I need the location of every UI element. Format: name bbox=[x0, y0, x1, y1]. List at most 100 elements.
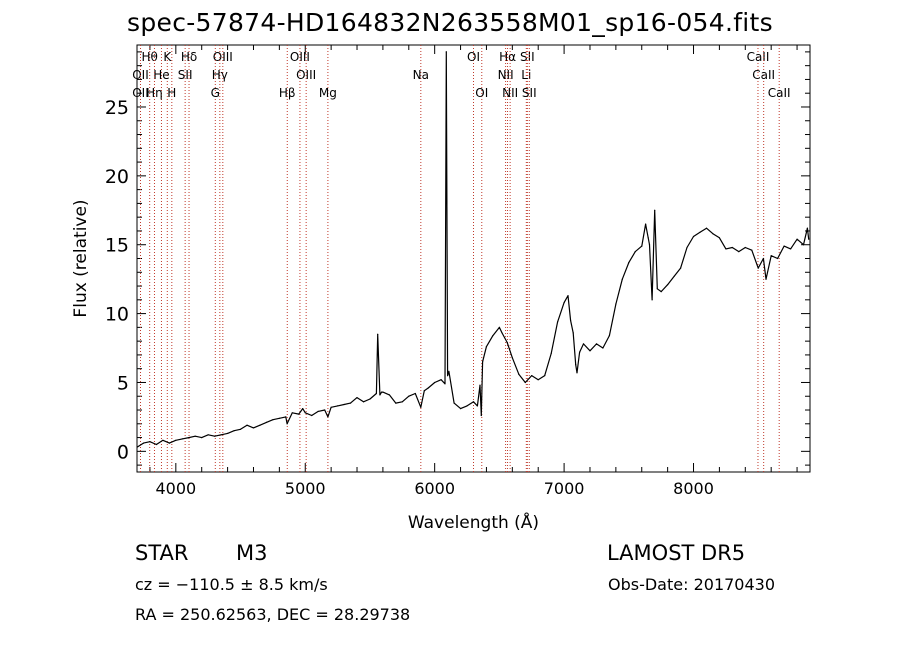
spectrum-point bbox=[298, 413, 300, 415]
spectrum-point bbox=[362, 401, 365, 403]
spectrum-point bbox=[291, 412, 293, 414]
x-tick-label: 5000 bbox=[285, 479, 326, 498]
spectrum-point bbox=[480, 414, 482, 417]
spectrum-point bbox=[673, 275, 675, 277]
spectrum-point bbox=[252, 427, 255, 429]
spectrum-point bbox=[448, 370, 450, 372]
spectrum-point bbox=[233, 430, 235, 432]
spectrum-point bbox=[654, 209, 656, 211]
spectral-line-label: Hβ bbox=[279, 86, 296, 100]
spectrum-point bbox=[330, 406, 332, 408]
spectrum-point bbox=[485, 346, 487, 348]
spectrum-point bbox=[155, 443, 157, 446]
spectral-line-label: CaII bbox=[752, 68, 775, 82]
spectrum-point bbox=[582, 343, 585, 345]
spectrum-point bbox=[304, 412, 306, 414]
spectrum-point bbox=[680, 267, 682, 269]
spectrum-point bbox=[498, 326, 500, 328]
spectral-line-label: Hδ bbox=[181, 50, 197, 64]
spectrum-point bbox=[272, 419, 274, 421]
spectrum-point bbox=[265, 421, 267, 423]
spectrum-point bbox=[201, 437, 203, 439]
spectrum-point bbox=[324, 409, 326, 411]
spectrum-point bbox=[757, 267, 759, 269]
observation-date: Obs-Date: 20170430 bbox=[608, 575, 776, 594]
spectrum-point bbox=[656, 288, 658, 290]
spectral-line-label: OIII bbox=[213, 50, 233, 64]
spectrum-point bbox=[501, 332, 503, 334]
spectrum-point bbox=[382, 391, 384, 393]
spectrum-point bbox=[744, 246, 746, 249]
spectral-line-label: Li bbox=[521, 68, 531, 82]
spectrum-point bbox=[337, 405, 339, 407]
y-tick-label: 0 bbox=[117, 441, 129, 463]
survey-label: LAMOST DR5 bbox=[607, 541, 746, 565]
spectrum-point bbox=[575, 364, 577, 366]
spectrum-point bbox=[401, 401, 403, 403]
spectrum-point bbox=[615, 303, 617, 305]
spectrum-point bbox=[379, 394, 381, 396]
spectrum-point bbox=[302, 408, 304, 410]
spectrum-point bbox=[286, 423, 288, 425]
spectrum-point bbox=[427, 387, 429, 389]
spectrum-point bbox=[472, 401, 475, 403]
spectrum-point bbox=[466, 405, 468, 407]
spectrum-point bbox=[641, 245, 643, 247]
spectrum-point bbox=[667, 284, 669, 286]
spectral-line-label: CaII bbox=[768, 86, 791, 100]
spectrum-point bbox=[207, 434, 209, 436]
spectrum-point bbox=[731, 246, 733, 249]
spectrum-point bbox=[434, 381, 436, 384]
y-tick-label: 25 bbox=[105, 97, 129, 119]
spectrum-point bbox=[149, 441, 151, 443]
spectrum-point bbox=[699, 231, 701, 233]
spectrum-point bbox=[453, 402, 455, 404]
spectrum-point bbox=[349, 402, 352, 404]
spectrum-line bbox=[137, 51, 810, 448]
spectral-line-label: SII bbox=[520, 50, 535, 64]
spectrum-point bbox=[492, 335, 494, 337]
spectral-line-label: SII bbox=[178, 68, 193, 82]
spectrum-point bbox=[651, 299, 653, 301]
spectrum-point bbox=[524, 381, 526, 384]
spectrum-point bbox=[311, 414, 313, 417]
spectrum-point bbox=[227, 432, 229, 434]
spectral-line-label: OII bbox=[132, 86, 149, 100]
spectrum-point bbox=[518, 373, 520, 375]
object-class: STAR bbox=[135, 541, 189, 565]
spectral-line-label: Hθ bbox=[141, 50, 157, 64]
spectral-line-label: Hγ bbox=[212, 68, 228, 82]
spectrum-point bbox=[762, 257, 765, 260]
spectrum-point bbox=[285, 416, 287, 418]
spectrum-point bbox=[544, 375, 546, 377]
spectrum-point bbox=[482, 361, 484, 363]
spectral-line-label: Na bbox=[413, 68, 429, 82]
spectrum-point bbox=[137, 446, 138, 448]
spectrum-point bbox=[621, 278, 623, 280]
spectrum-point bbox=[765, 278, 767, 280]
spectrum-point bbox=[356, 397, 358, 399]
spectrum-point bbox=[634, 251, 636, 253]
spectrum-point bbox=[770, 255, 772, 257]
spectral-line-label: NII bbox=[498, 68, 514, 82]
spectrum-point bbox=[563, 302, 565, 304]
spectrum-point bbox=[725, 248, 727, 250]
spectrum-point bbox=[648, 244, 651, 246]
sky-coordinates: RA = 250.62563, DEC = 28.29738 bbox=[135, 605, 411, 624]
spectrum-point bbox=[388, 394, 390, 396]
spectrum-point bbox=[377, 333, 379, 335]
spectral-line-label: G bbox=[211, 86, 220, 100]
y-tick-label: 20 bbox=[105, 166, 129, 188]
spectrum-point bbox=[445, 51, 447, 53]
spectrum-point bbox=[751, 249, 753, 251]
object-subclass: M3 bbox=[236, 541, 268, 565]
spectrum-point bbox=[181, 438, 183, 440]
spectrum-point bbox=[188, 437, 190, 439]
redshift-velocity: cz = −110.5 ± 8.5 km/s bbox=[135, 575, 328, 594]
spectrum-point bbox=[162, 439, 164, 441]
spectrum-point bbox=[531, 375, 533, 377]
spectrum-point bbox=[220, 434, 222, 436]
spectrum-point bbox=[686, 246, 688, 249]
spectrum-point bbox=[447, 375, 449, 377]
